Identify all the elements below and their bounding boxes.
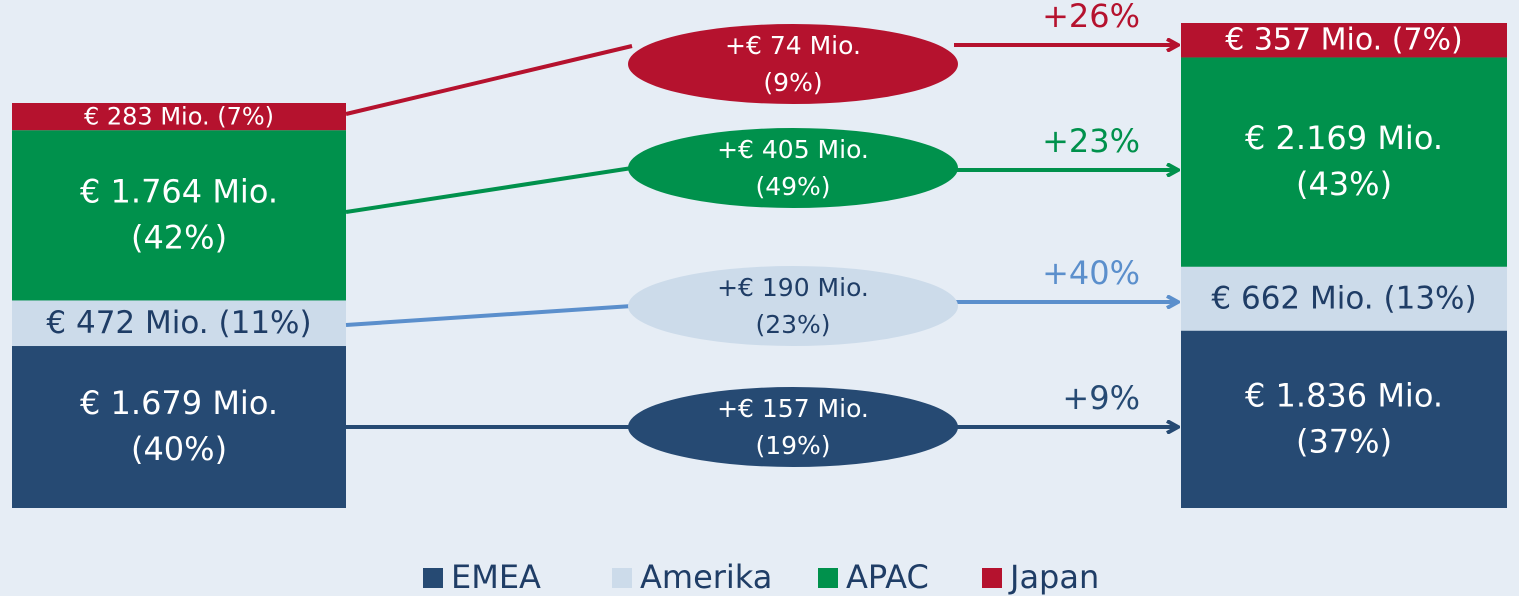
delta-share-emea: (19%): [755, 431, 830, 460]
delta-oval-japan: [628, 24, 958, 104]
delta-amount-apac: +€ 405 Mio.: [717, 135, 869, 164]
growth-pct-apac: +23%: [1042, 122, 1140, 160]
legend-swatch-amerika: [612, 568, 632, 588]
start-bar-segment-apac: [12, 130, 346, 301]
legend-swatch-japan: [982, 568, 1002, 588]
end-bar-segment-emea: [1181, 330, 1507, 508]
legend-label-amerika: Amerika: [640, 558, 772, 596]
end-label-apac-share: (43%): [1296, 165, 1392, 203]
start-bar-segment-amerika: [12, 300, 346, 347]
delta-share-amerika: (23%): [755, 310, 830, 339]
start-bar-segment-emea: [12, 346, 346, 508]
legend-label-emea: EMEA: [451, 558, 541, 596]
end-label-amerika: € 662 Mio. (13%): [1211, 280, 1476, 316]
end-label-japan: € 357 Mio. (7%): [1225, 23, 1463, 58]
delta-amount-emea: +€ 157 Mio.: [717, 394, 869, 423]
delta-oval-emea: [628, 387, 958, 467]
start-label-emea-amount: € 1.679 Mio.: [80, 384, 278, 422]
start-label-amerika: € 472 Mio. (11%): [46, 305, 311, 341]
start-label-japan: € 283 Mio. (7%): [84, 103, 274, 131]
start-label-apac-share: (42%): [131, 218, 227, 256]
start-bar-segment-japan: [12, 103, 346, 131]
delta-share-japan: (9%): [763, 68, 822, 97]
connector-line-amerika: [345, 304, 633, 327]
growth-pct-amerika: +40%: [1042, 254, 1140, 292]
connector-line-japan: [345, 44, 633, 116]
end-label-apac-amount: € 2.169 Mio.: [1245, 119, 1443, 157]
legend-label-apac: APAC: [846, 558, 929, 596]
delta-amount-amerika: +€ 190 Mio.: [717, 273, 869, 302]
delta-share-apac: (49%): [755, 172, 830, 201]
end-bar-segment-apac: [1181, 57, 1507, 267]
growth-pct-japan: +26%: [1042, 0, 1140, 35]
start-label-apac-amount: € 1.764 Mio.: [80, 172, 278, 210]
delta-amount-japan: +€ 74 Mio.: [725, 31, 861, 60]
end-label-emea-amount: € 1.836 Mio.: [1245, 376, 1443, 414]
delta-oval-amerika: [628, 266, 958, 346]
connector-line-apac: [345, 166, 633, 214]
legend-swatch-apac: [818, 568, 838, 588]
end-bar-segment-japan: [1181, 23, 1507, 58]
end-label-emea-share: (37%): [1296, 422, 1392, 460]
legend-swatch-emea: [423, 568, 443, 588]
growth-pct-emea: +9%: [1062, 379, 1140, 417]
delta-oval-apac: [628, 128, 958, 208]
legend-label-japan: Japan: [1008, 558, 1099, 596]
start-label-emea-share: (40%): [131, 430, 227, 468]
end-bar-segment-amerika: [1181, 266, 1507, 331]
